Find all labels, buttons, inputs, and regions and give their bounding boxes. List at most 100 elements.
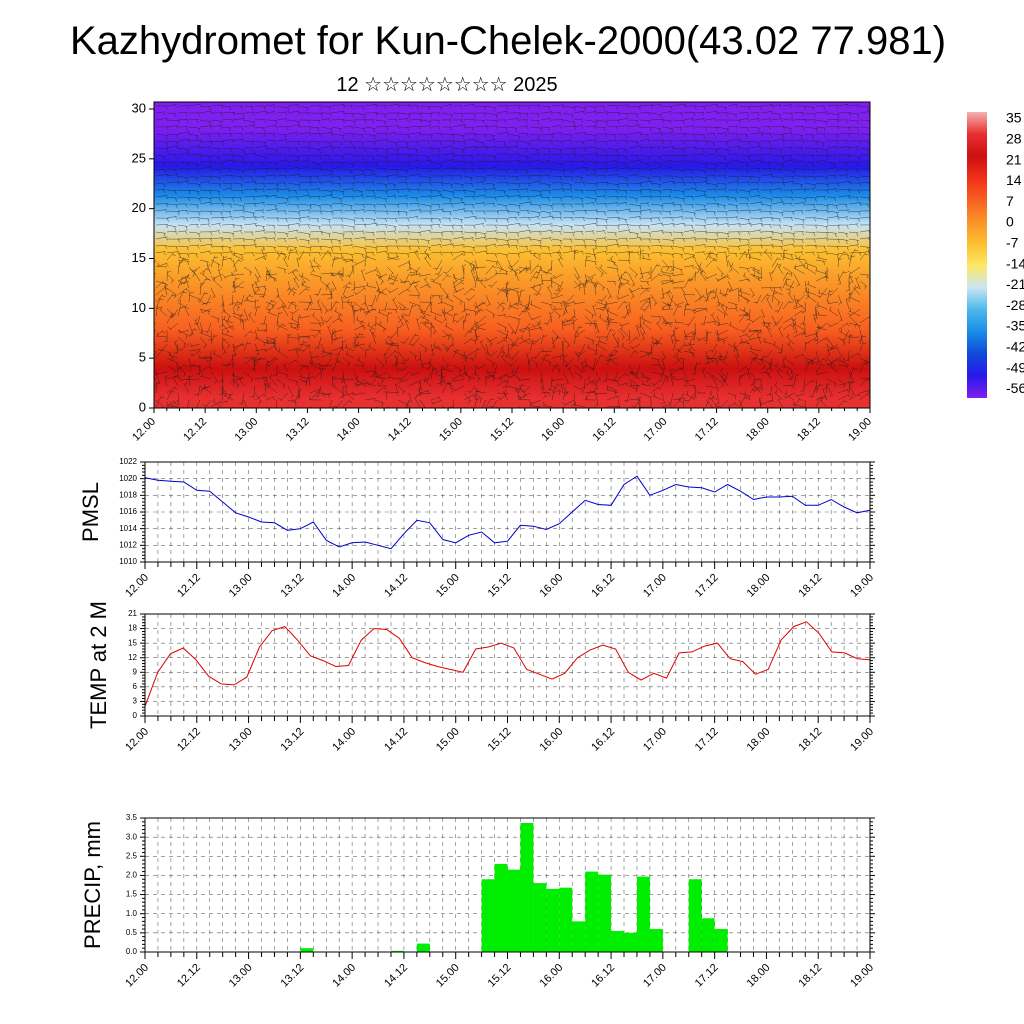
wind-barb-flag [418, 232, 422, 237]
wind-barb [221, 133, 233, 135]
wind-barb [606, 217, 620, 219]
wind-barb [221, 245, 232, 248]
wind-barb [562, 250, 576, 254]
wind-barb [191, 266, 201, 273]
wind-barb [782, 266, 794, 274]
wind-barb-flag [284, 238, 287, 243]
wind-barb-flag [196, 168, 200, 173]
wind-barb [441, 210, 452, 213]
wind-barb-flag [384, 218, 388, 223]
wind-barb-flag [228, 238, 232, 243]
wind-barb-flag [856, 104, 860, 109]
wind-barb-flag [353, 219, 356, 224]
wind-barb-flag [230, 148, 233, 153]
wind-barb-flag [604, 189, 607, 194]
wind-barb-flag [637, 125, 641, 129]
wind-barb [661, 160, 672, 163]
wind-barb-flag [505, 127, 508, 132]
wind-barb [837, 174, 848, 177]
wind-barb-flag [438, 204, 441, 209]
wind-barb [452, 140, 466, 143]
wind-barb [287, 210, 301, 213]
wind-barb-flag [697, 268, 701, 273]
wind-barb-flag [615, 189, 618, 193]
wind-barb [188, 103, 202, 107]
wind-barb-flag [638, 216, 642, 221]
wind-barb-flag [340, 209, 343, 214]
wind-barb-flag [539, 245, 542, 249]
wind-barb-flag [692, 256, 697, 260]
wind-barb [154, 259, 157, 265]
wind-barb-flag [595, 121, 598, 126]
wind-barb [562, 245, 573, 248]
wind-barb [254, 245, 266, 248]
wind-barb [815, 209, 829, 212]
wind-barb [496, 244, 510, 247]
wind-barb-flag [350, 141, 353, 145]
wind-barb-flag [801, 239, 804, 244]
wind-barb-flag [658, 167, 662, 172]
wind-barb-flag [338, 176, 342, 180]
wind-barb-flag [515, 217, 518, 221]
wind-barb [771, 201, 784, 205]
wind-barb-flag [450, 252, 454, 256]
wind-barb-flag [605, 168, 608, 173]
wind-barb-flag [720, 273, 723, 277]
wind-barb-flag [757, 195, 761, 199]
wind-barb-flag [373, 210, 377, 214]
wind-barb-flag [485, 125, 489, 130]
wind-barb-flag [240, 133, 244, 137]
wind-barb [441, 104, 452, 107]
wind-barb-flag [186, 105, 190, 110]
wind-barb-flag [472, 204, 475, 209]
wind-barb-flag [460, 198, 463, 203]
wind-barb [617, 147, 628, 150]
wind-barb-flag [452, 167, 455, 172]
wind-barb-flag [176, 251, 180, 256]
wind-barb-flag [625, 140, 629, 145]
wind-barb-flag [506, 195, 510, 200]
wind-barb-flag [415, 167, 419, 172]
wind-barb-flag [769, 133, 772, 138]
wind-barb-flag [198, 128, 201, 132]
wind-barb-flag [617, 155, 620, 160]
wind-barb-flag [680, 160, 684, 165]
wind-barb [749, 223, 763, 226]
wind-barb [364, 104, 378, 107]
wind-barb [397, 112, 411, 115]
wind-barb-flag [506, 225, 509, 230]
wind-barb-flag [804, 106, 807, 110]
wind-barb [793, 160, 804, 163]
wind-barb-flag [261, 247, 265, 251]
wind-barb-flag [604, 133, 608, 138]
wind-barb-flag [219, 183, 222, 188]
wind-barb-flag [287, 188, 290, 193]
wind-barb [375, 266, 383, 278]
wind-barb-flag [851, 255, 856, 258]
wind-barb-flag [527, 210, 530, 214]
wind-barb-flag [483, 237, 487, 241]
wind-barb-flag [220, 252, 223, 257]
wind-barb [804, 188, 815, 191]
wind-barb-flag [768, 140, 771, 145]
wind-barb-flag [483, 202, 486, 207]
wind-barb-flag [744, 252, 749, 254]
wind-barb [727, 138, 741, 142]
wind-barb-flag [174, 154, 178, 158]
wind-barb [309, 259, 315, 273]
wind-barb-flag [493, 146, 497, 151]
wind-barb [485, 273, 498, 282]
wind-barb-flag [793, 171, 795, 176]
wind-barb [584, 119, 598, 123]
wind-barb-flag [758, 154, 762, 159]
wind-barb-flag [393, 195, 397, 200]
wind-barb [540, 189, 551, 191]
wind-barb [243, 152, 257, 156]
wind-barb [177, 230, 187, 233]
wind-barb [188, 161, 199, 164]
wind-barb [595, 119, 608, 122]
wind-barb-flag [802, 202, 806, 207]
wind-barb-flag [746, 148, 749, 153]
wind-barb [386, 103, 400, 107]
wind-barb-flag [228, 211, 232, 216]
